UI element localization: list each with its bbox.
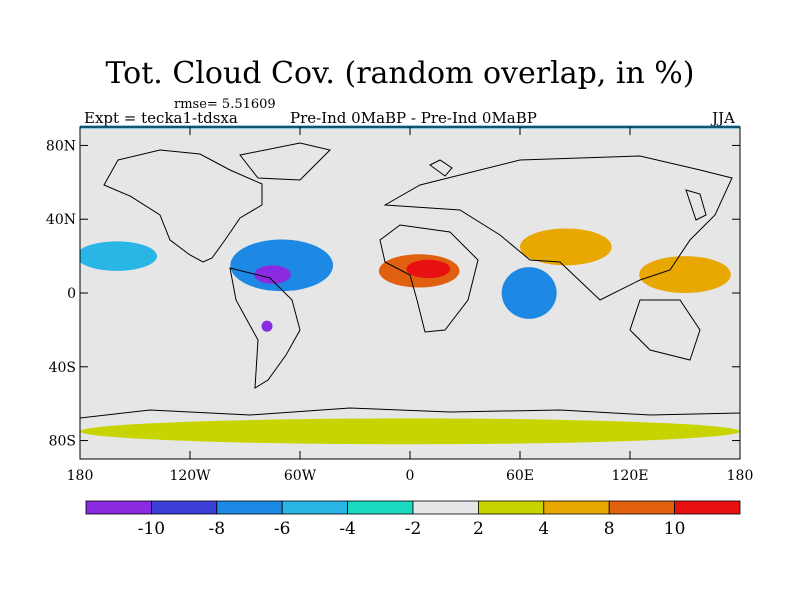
colorbar-swatch	[281, 500, 349, 515]
anomaly-north-pacific-decrease	[80, 241, 157, 271]
anomaly-peru-spot	[261, 320, 273, 332]
colorbar: -10 -8 -6 -4 -2 2 4 8 10	[85, 500, 741, 539]
map-title: Tot. Cloud Cov. (random overlap, in %)	[105, 56, 695, 91]
difference-label: Pre-Ind 0MaBP - Pre-Ind 0MaBP	[290, 109, 537, 127]
colorbar-label: -8	[209, 519, 226, 539]
anomaly-africa-sahel-core	[406, 259, 451, 279]
longitude-axis: 180 120W 60W 0 60E 120E 180	[67, 127, 754, 484]
lat-tick-label: 40S	[49, 360, 76, 376]
colorbar-swatch	[150, 500, 218, 515]
rmse-label: rmse= 5.51609	[174, 97, 276, 112]
colorbar-swatch	[85, 500, 152, 515]
lat-tick-label: 40N	[46, 212, 76, 228]
lon-tick-label: 120W	[169, 468, 211, 484]
lon-tick-label: 180	[67, 468, 94, 484]
colorbar-swatch	[412, 500, 479, 515]
season-label: JJA	[712, 109, 735, 127]
lon-tick-label: 60W	[284, 468, 317, 484]
coastlines	[80, 142, 740, 419]
colorbar-swatch	[543, 500, 610, 515]
colorbar-swatch	[674, 500, 741, 515]
colorbar-label: 4	[538, 519, 549, 539]
latitude-axis: 80N 40N 0 40S 80S	[46, 138, 740, 450]
colorbar-label: 8	[604, 519, 615, 539]
colorbar-swatch	[216, 500, 283, 515]
lat-tick-label: 0	[67, 286, 76, 302]
lon-tick-label: 60E	[506, 468, 534, 484]
colorbar-swatch	[608, 500, 676, 515]
lat-tick-label: 80N	[46, 138, 76, 154]
colorbar-label: 10	[664, 519, 686, 539]
anomaly-southern-ocean-band	[80, 418, 740, 445]
colorbar-swatch	[477, 500, 545, 515]
colorbar-label: -6	[274, 519, 291, 539]
map-background	[80, 127, 740, 459]
colorbar-label: -10	[138, 519, 165, 539]
anomaly-west-pacific-increase	[639, 256, 731, 293]
colorbar-label: 2	[473, 519, 484, 539]
lon-tick-label: 180	[727, 468, 754, 484]
lat-tick-label: 80S	[49, 434, 76, 450]
anomaly-indian-ocean-decrease	[501, 267, 557, 319]
anomaly-layer	[80, 228, 740, 445]
lon-tick-label: 120E	[612, 468, 649, 484]
colorbar-label: -2	[405, 519, 422, 539]
colorbar-label: -4	[339, 519, 356, 539]
anomaly-asia-increase	[520, 228, 612, 266]
experiment-label: Expt = tecka1-tdsxa	[84, 109, 238, 127]
lon-tick-label: 0	[406, 468, 415, 484]
colorbar-swatch	[347, 500, 414, 515]
anomaly-caribbean-decrease	[230, 239, 333, 292]
anomaly-caribbean-core	[254, 265, 291, 284]
